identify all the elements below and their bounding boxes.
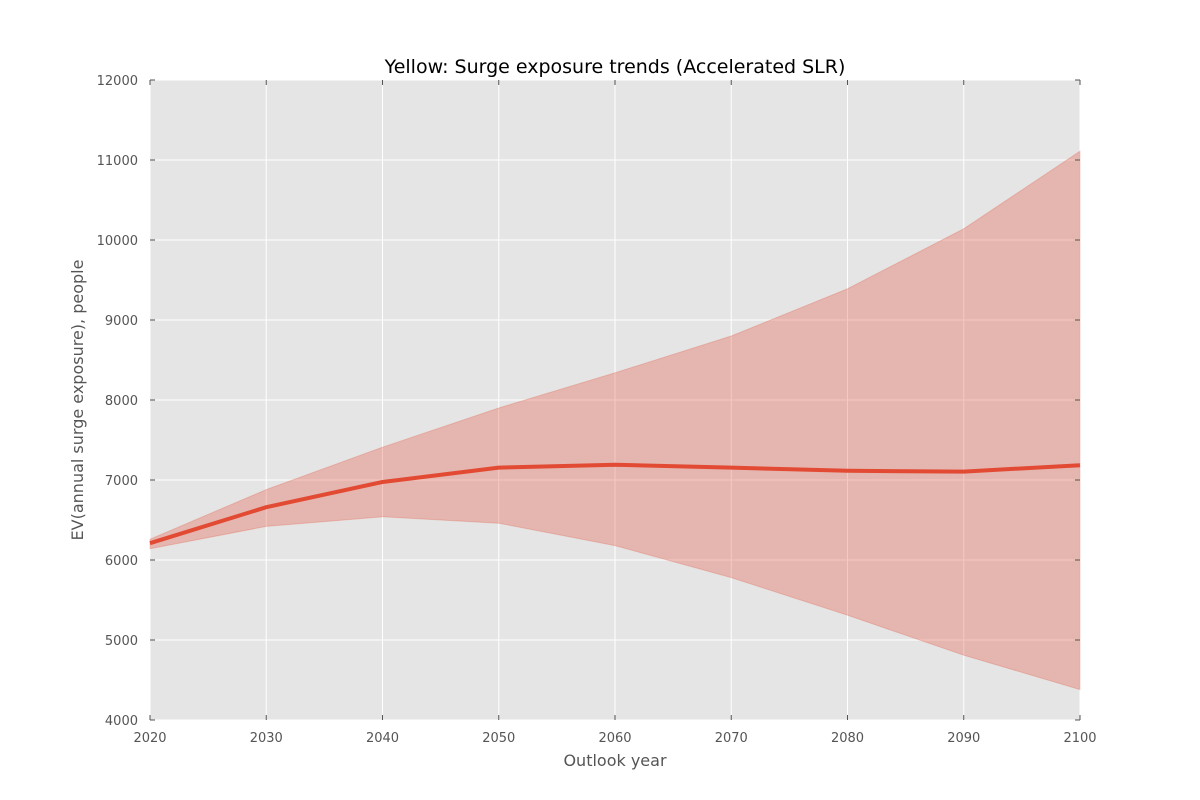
y-tick-labels: 4000 5000 6000 7000 8000 9000 10000 11000 12000 <box>97 74 138 729</box>
y-tick-label: 5000 <box>105 634 138 649</box>
y-tick-label: 9000 <box>105 314 138 329</box>
confidence-band <box>149 150 1081 691</box>
y-axis-label: EV(annual surge exposure), people <box>68 260 87 541</box>
y-tick-label: 10000 <box>97 234 138 249</box>
x-tick-labels: 2020 2030 2040 2050 2060 2070 2080 2090 2100 <box>133 731 1096 746</box>
x-axis-label: Outlook year <box>563 751 667 770</box>
x-tick-label: 2080 <box>831 731 864 746</box>
chart-title: Yellow: Surge exposure trends (Accelerat… <box>384 56 846 78</box>
axis-ticks <box>149 79 1081 721</box>
y-tick-label: 11000 <box>97 154 138 169</box>
uncertainty-band <box>149 150 1081 691</box>
x-tick-label: 2070 <box>715 731 748 746</box>
x-tick-label: 2060 <box>598 731 631 746</box>
y-tick-label: 8000 <box>105 394 138 409</box>
x-tick-label: 2050 <box>482 731 515 746</box>
series-lines <box>149 462 1081 546</box>
x-tick-label: 2090 <box>947 731 980 746</box>
y-tick-label: 4000 <box>105 714 138 729</box>
x-tick-label: 2020 <box>133 731 166 746</box>
x-tick-label: 2100 <box>1063 731 1096 746</box>
y-tick-label: 7000 <box>105 474 138 489</box>
y-tick-label: 12000 <box>97 74 138 89</box>
series-line-0 <box>149 462 1081 546</box>
y-tick-label: 6000 <box>105 554 138 569</box>
x-tick-label: 2040 <box>366 731 399 746</box>
x-tick-label: 2030 <box>250 731 283 746</box>
